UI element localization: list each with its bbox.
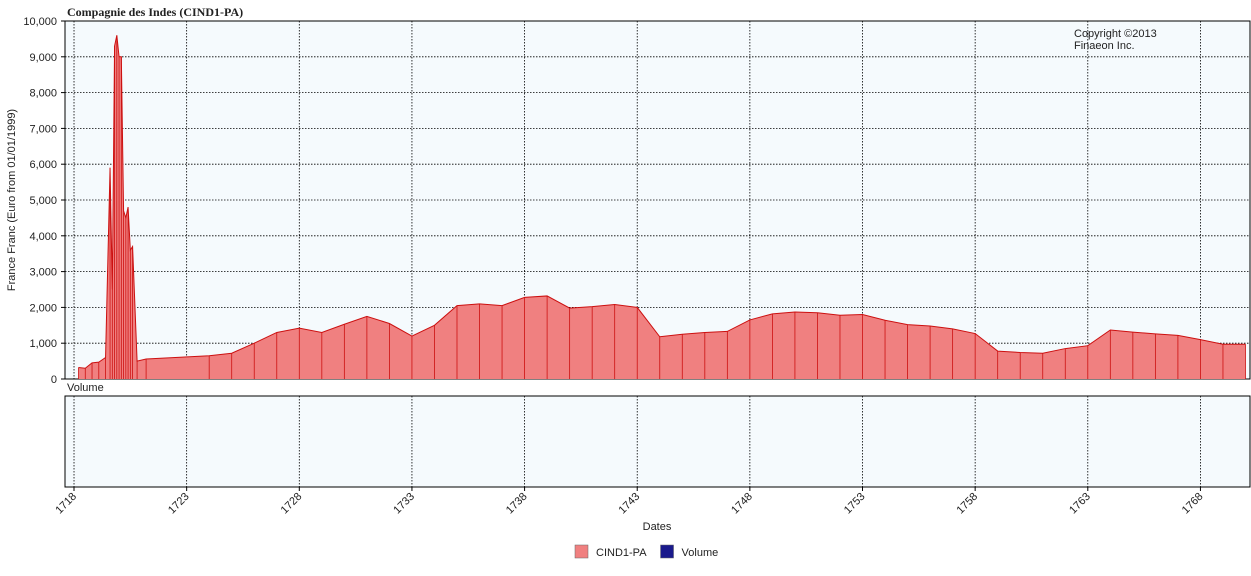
legend-label: CIND1-PA (596, 547, 647, 559)
legend-swatch (660, 544, 674, 559)
y-tick-label: 8,000 (29, 88, 57, 100)
y-tick-label: 9,000 (29, 52, 57, 64)
chart-title: Compagnie des Indes (CIND1-PA) (67, 5, 243, 19)
y-tick-label: 3,000 (29, 267, 57, 279)
x-tick-label: 1738 (504, 491, 530, 517)
y-tick-label: 1,000 (29, 338, 57, 350)
volume-panel (64, 395, 1251, 488)
y-tick-label: 4,000 (29, 231, 57, 243)
x-tick-label: 1758 (954, 491, 980, 517)
legend-label: Volume (682, 547, 719, 559)
y-tick-label: 5,000 (29, 195, 57, 207)
x-tick-label: 1768 (1180, 491, 1206, 517)
y-tick-label: 0 (51, 374, 57, 386)
x-tick-label: 1753 (842, 491, 868, 517)
x-tick-label: 1723 (166, 491, 192, 517)
x-tick-label: 1748 (729, 491, 755, 517)
annotation: Copyright ©2013 (1074, 28, 1157, 40)
annotation: Finaeon Inc. (1074, 40, 1135, 52)
x-tick-label: 1733 (391, 491, 417, 517)
x-tick-label: 1728 (279, 491, 305, 517)
x-axis-label: Dates (643, 521, 672, 533)
legend-swatch (574, 544, 589, 559)
x-tick-label: 1763 (1067, 491, 1093, 517)
y-tick-label: 2,000 (29, 302, 57, 314)
y-tick-label: 10,000 (23, 16, 57, 28)
y-tick-label: 7,000 (29, 123, 57, 135)
volume-label: Volume (67, 382, 104, 394)
y-tick-label: 6,000 (29, 159, 57, 171)
x-tick-label: 1718 (53, 491, 79, 517)
y-axis-label: France Franc (Euro from 01/01/1999) (6, 109, 18, 291)
area (78, 35, 1246, 379)
x-tick-label: 1743 (617, 491, 643, 517)
